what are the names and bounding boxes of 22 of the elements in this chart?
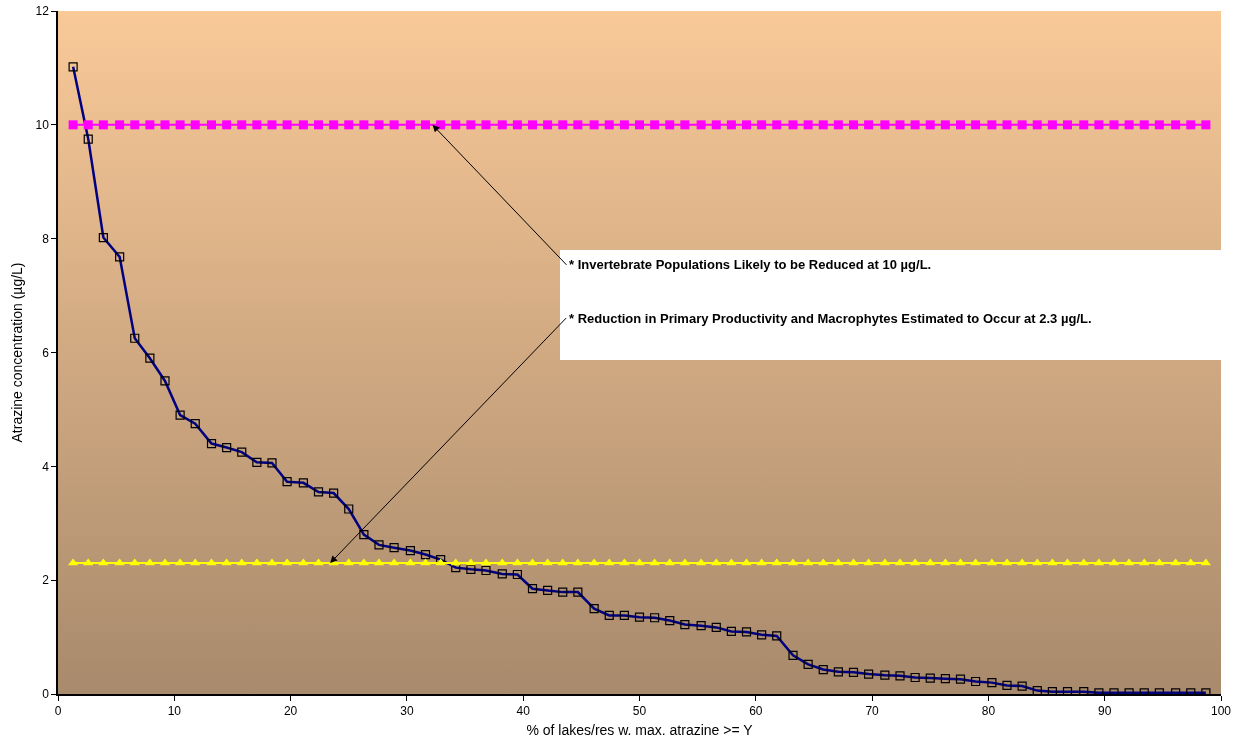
x-tick-label: 70 [865,704,880,719]
x-tick-label: 100 [1210,704,1232,719]
y-tick-label: 0 [42,687,50,702]
x-tick-label: 30 [400,704,414,719]
y-tick-label: 10 [35,118,50,133]
x-tick-label: 0 [54,704,62,719]
x-axis-title: % of lakes/res w. max. atrazine >= Y [526,721,754,738]
x-tick-label: 90 [1098,704,1112,719]
x-tick-label: 20 [283,704,298,719]
y-tick-label: 12 [35,4,50,19]
x-tick-label: 10 [167,704,182,719]
x-tick-label: 60 [749,704,763,719]
y-tick-label: 4 [42,459,50,474]
y-tick-label: 2 [42,573,50,588]
y-tick-label: 6 [42,345,50,360]
y-axis-title: Atrazine concentration (µg/L) [8,262,25,443]
x-tick-label: 40 [516,704,531,719]
x-tick-label: 80 [981,704,996,719]
x-tick-label: 50 [632,704,647,719]
annotation: * Reduction in Primary Productivity and Macrophytes Estimated to Occur at 2.3 µg/L. [569,311,1092,326]
annotation: * Invertebrate Populations Likely to be Reduced at 10 µg/L. [569,257,932,272]
y-tick-label: 8 [42,231,50,246]
